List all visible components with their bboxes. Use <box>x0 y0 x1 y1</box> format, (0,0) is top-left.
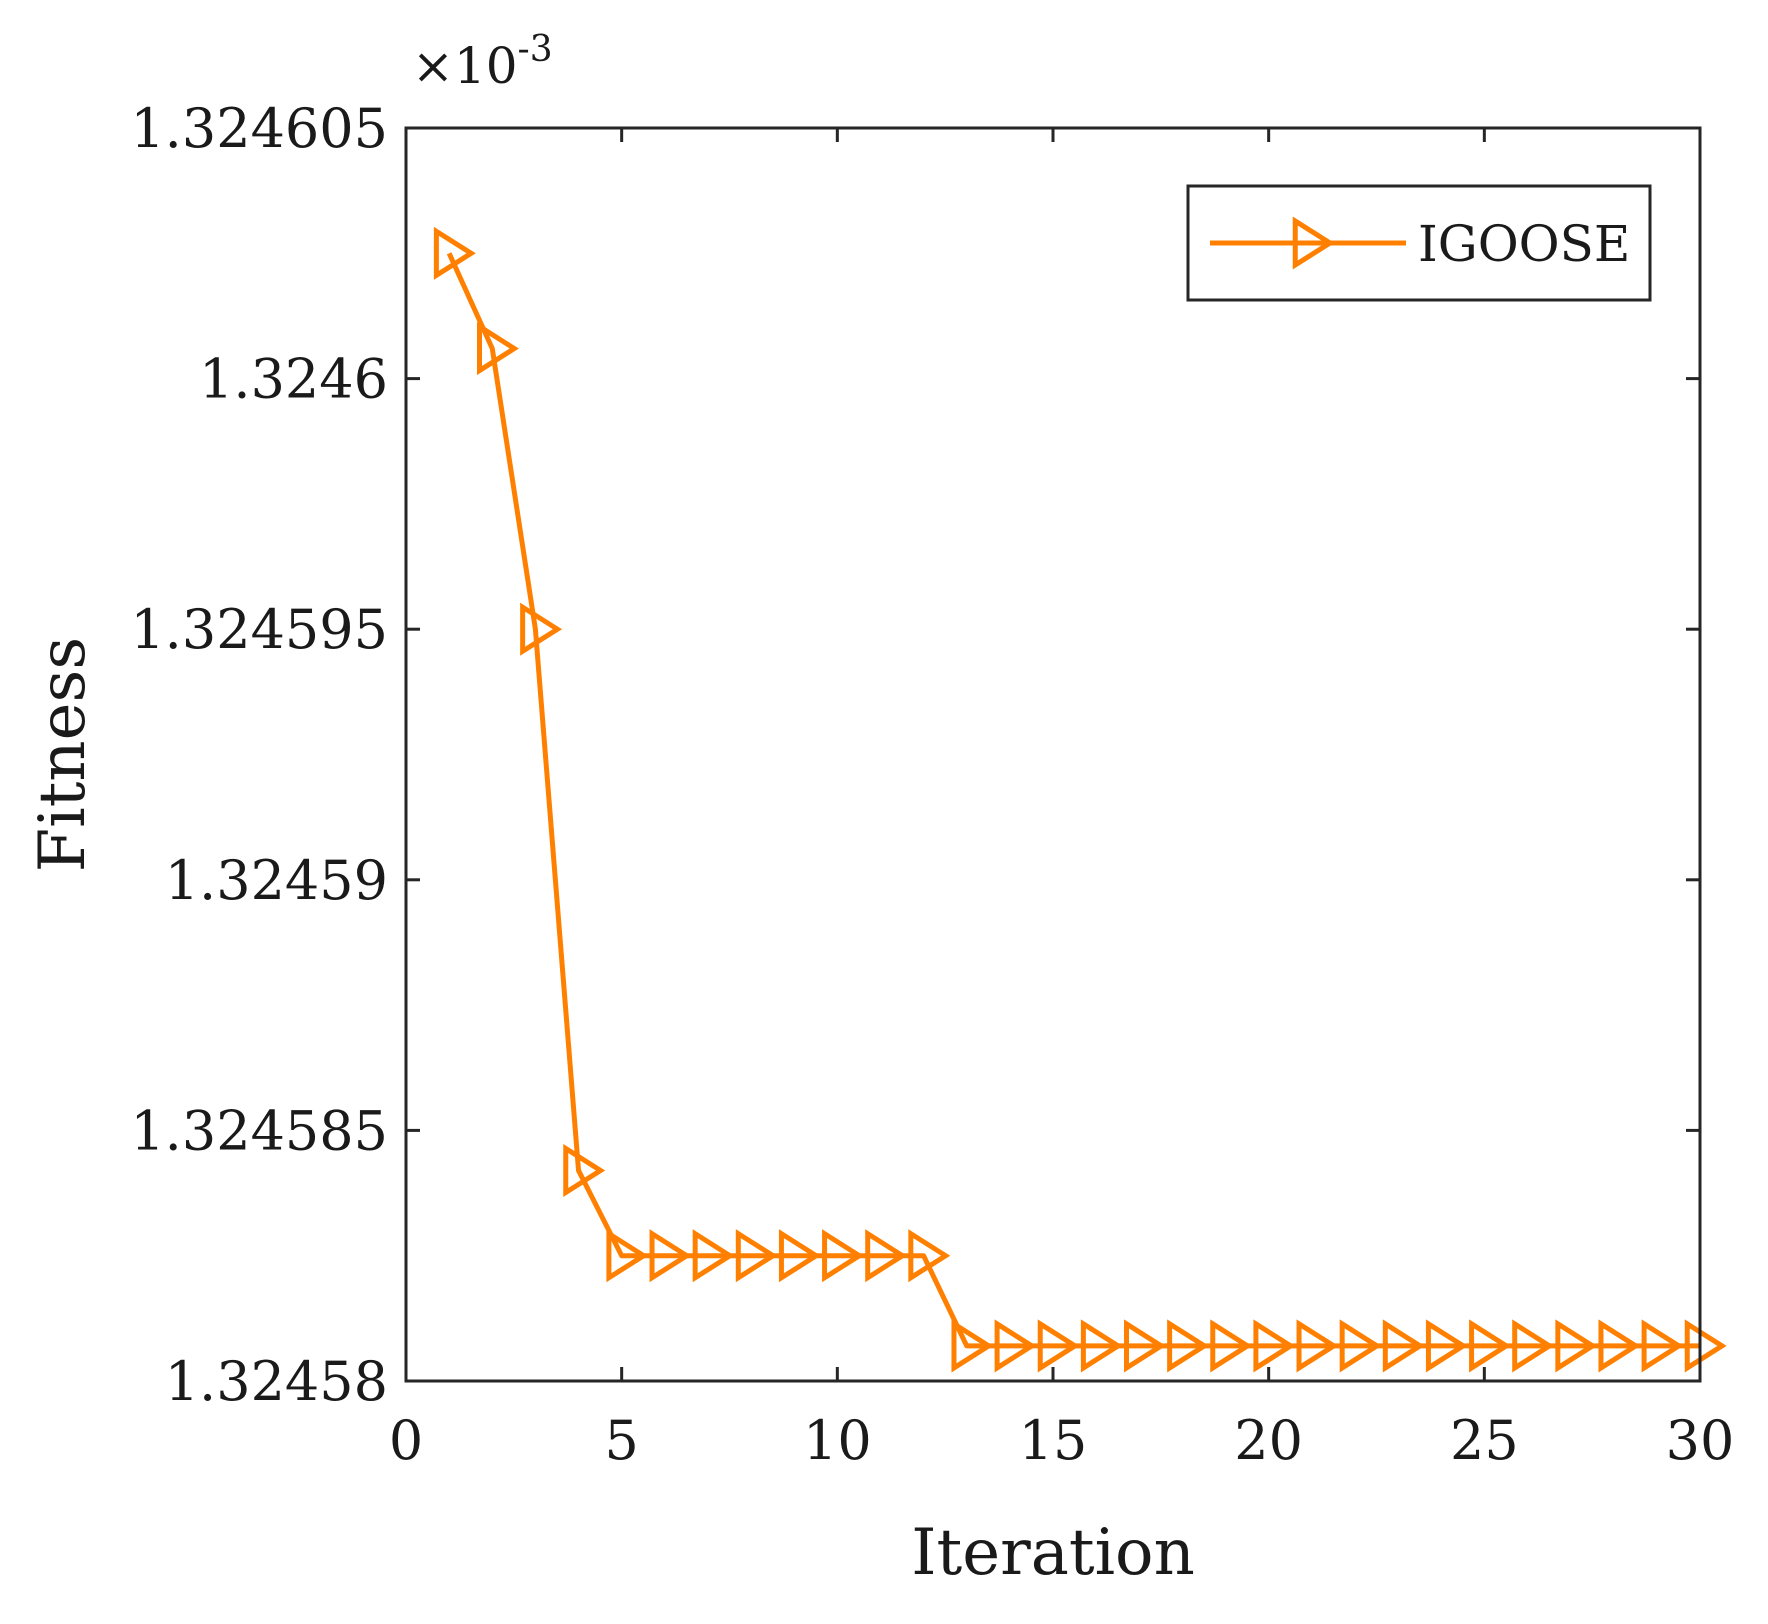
y-axis-title: Fitness <box>26 637 100 872</box>
data-point-marker <box>520 602 563 656</box>
y-tick-label: 1.32458 <box>165 1350 388 1413</box>
y-tick-label: 1.3246 <box>199 348 388 411</box>
y-exponent-label: ×10-3 <box>412 29 553 95</box>
x-tick-label: 0 <box>389 1409 423 1472</box>
data-point-marker <box>1124 1319 1166 1373</box>
data-point-marker <box>1167 1319 1210 1373</box>
data-point-marker <box>1641 1319 1684 1373</box>
series-layer <box>433 226 1727 1373</box>
data-point-marker <box>649 1229 692 1283</box>
data-point-marker <box>994 1319 1037 1373</box>
data-point-marker <box>1296 1319 1339 1373</box>
y-tick-label: 1.32459 <box>165 849 388 912</box>
data-point-marker <box>1210 1319 1253 1373</box>
data-point-marker <box>1684 1319 1727 1373</box>
x-axis-title: Iteration <box>911 1516 1195 1590</box>
data-point-marker <box>1555 1319 1598 1373</box>
data-point-marker <box>692 1229 735 1283</box>
data-point-marker <box>951 1319 994 1373</box>
data-point-marker <box>778 1229 821 1283</box>
x-tick-label: 20 <box>1234 1409 1303 1472</box>
x-tick-label: 10 <box>803 1409 872 1472</box>
data-point-marker <box>1339 1319 1382 1373</box>
data-point-marker <box>908 1229 951 1283</box>
data-point-marker <box>865 1229 908 1283</box>
x-tick-label: 25 <box>1450 1409 1519 1472</box>
x-tick-label: 15 <box>1019 1409 1088 1472</box>
x-tick-label: 30 <box>1666 1409 1735 1472</box>
data-point-marker <box>477 321 519 376</box>
data-point-marker <box>1469 1319 1512 1373</box>
legend-label-igoose: IGOOSE <box>1418 215 1630 273</box>
data-point-marker <box>822 1229 865 1283</box>
plot-background <box>406 128 1700 1381</box>
data-point-marker <box>433 226 476 280</box>
y-tick-label: 1.324605 <box>130 97 388 160</box>
x-tick-label: 5 <box>604 1409 638 1472</box>
data-point-marker <box>1080 1319 1123 1373</box>
data-point-marker <box>1253 1319 1296 1373</box>
data-point-marker <box>1598 1319 1641 1373</box>
data-point-marker <box>1382 1319 1425 1373</box>
data-point-marker <box>563 1143 606 1198</box>
y-tick-label: 1.324585 <box>130 1099 388 1162</box>
data-point-marker <box>1037 1319 1080 1373</box>
axis-ticks: 0 5 10 15 20 25 30 1.32458 1.324585 1.32459 1.3245… <box>130 97 1734 1472</box>
y-exponent-base: ×10 <box>412 37 518 95</box>
data-point-marker <box>735 1229 778 1283</box>
data-point-marker <box>606 1229 649 1283</box>
legend-marker-triangle-icon <box>1292 216 1335 270</box>
legend[interactable]: IGOOSE <box>1186 184 1652 302</box>
y-tick-label: 1.324595 <box>130 598 388 661</box>
y-exponent-power: -3 <box>518 29 553 70</box>
data-point-marker <box>1512 1319 1555 1373</box>
data-point-marker <box>1425 1319 1468 1373</box>
